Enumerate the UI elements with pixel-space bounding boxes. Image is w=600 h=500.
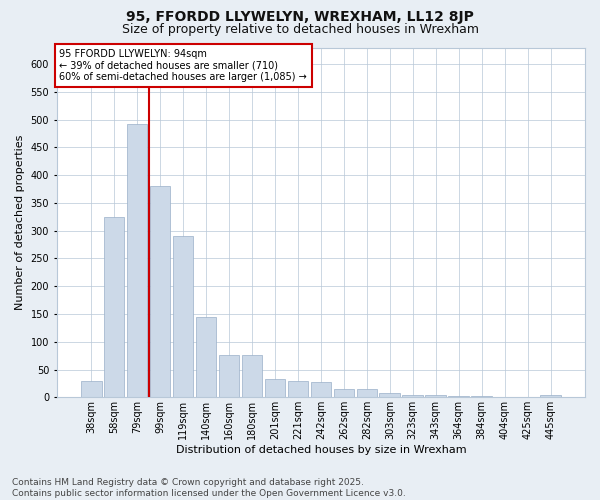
Bar — [104, 217, 124, 398]
Text: 95, FFORDD LLYWELYN, WREXHAM, LL12 8JP: 95, FFORDD LLYWELYN, WREXHAM, LL12 8JP — [126, 10, 474, 24]
Bar — [127, 124, 148, 398]
Bar — [173, 236, 193, 398]
Bar — [541, 395, 561, 398]
Bar — [265, 379, 285, 398]
Y-axis label: Number of detached properties: Number of detached properties — [15, 134, 25, 310]
Text: Size of property relative to detached houses in Wrexham: Size of property relative to detached ho… — [121, 22, 479, 36]
Bar — [242, 354, 262, 398]
Bar — [311, 382, 331, 398]
Bar — [379, 394, 400, 398]
Bar — [150, 186, 170, 398]
Text: 95 FFORDD LLYWELYN: 94sqm
← 39% of detached houses are smaller (710)
60% of semi: 95 FFORDD LLYWELYN: 94sqm ← 39% of detac… — [59, 49, 307, 82]
X-axis label: Distribution of detached houses by size in Wrexham: Distribution of detached houses by size … — [176, 445, 466, 455]
Bar — [494, 396, 515, 398]
Bar — [448, 396, 469, 398]
Bar — [81, 380, 101, 398]
Bar — [356, 389, 377, 398]
Bar — [287, 380, 308, 398]
Bar — [218, 354, 239, 398]
Bar — [196, 318, 217, 398]
Bar — [517, 396, 538, 398]
Text: Contains HM Land Registry data © Crown copyright and database right 2025.
Contai: Contains HM Land Registry data © Crown c… — [12, 478, 406, 498]
Bar — [403, 394, 423, 398]
Bar — [425, 395, 446, 398]
Bar — [472, 396, 492, 398]
Bar — [334, 389, 354, 398]
